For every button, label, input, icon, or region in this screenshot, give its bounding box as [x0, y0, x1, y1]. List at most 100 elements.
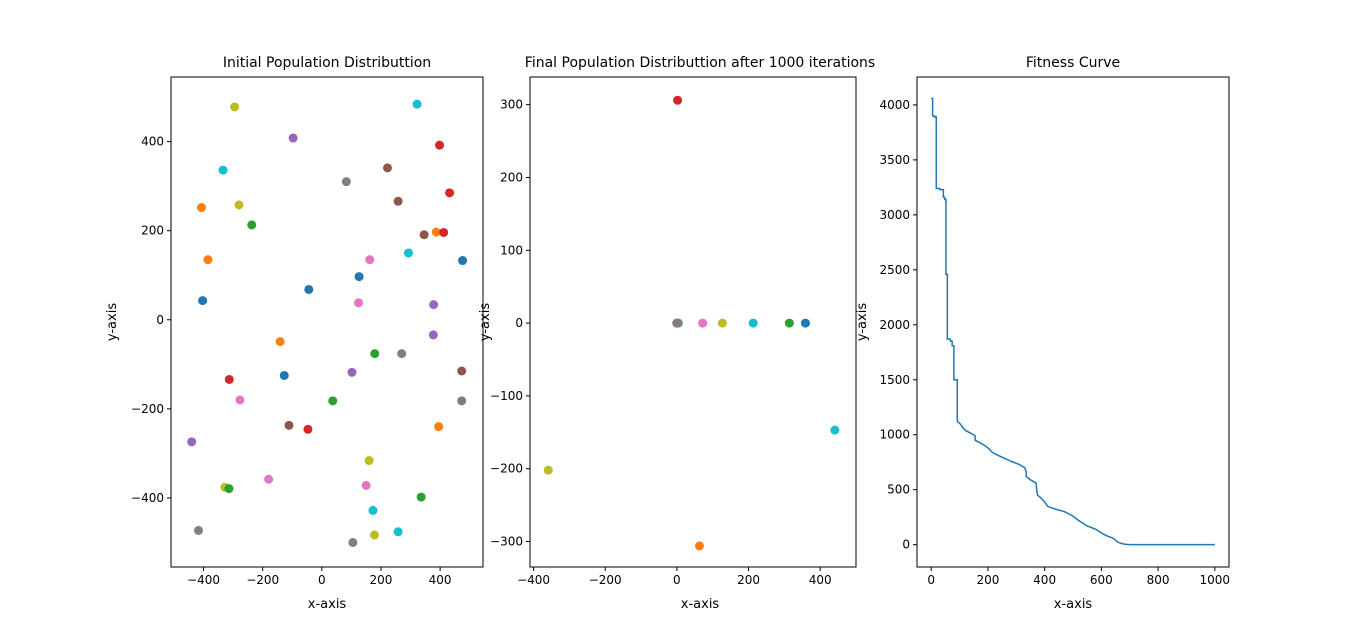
- y-tick-label: −400: [131, 491, 164, 505]
- data-point: [235, 395, 245, 405]
- ticks: −400 −200 0 200 400 −300 −200 −100 0 100 200 300: [490, 98, 832, 587]
- data-point: [673, 318, 683, 328]
- y-tick-label: 400: [141, 135, 164, 149]
- data-point: [403, 248, 413, 258]
- data-point: [369, 530, 379, 540]
- data-point: [830, 425, 840, 435]
- data-point: [328, 396, 338, 406]
- x-axis-label: x-axis: [681, 597, 720, 612]
- x-tick-label: −200: [589, 573, 622, 587]
- data-point: [203, 255, 213, 265]
- y-tick-label: 2500: [879, 263, 910, 277]
- data-point: [284, 420, 294, 430]
- plot-area: [916, 76, 1230, 568]
- y-tick-label: 4000: [879, 98, 910, 112]
- data-point: [187, 437, 197, 447]
- data-point: [354, 272, 364, 282]
- data-point: [393, 527, 403, 537]
- x-tick-label: 0: [927, 573, 935, 587]
- data-point: [304, 284, 314, 294]
- data-point: [457, 366, 467, 376]
- data-point: [431, 227, 441, 237]
- data-point: [416, 492, 426, 502]
- data-point: [303, 424, 313, 434]
- y-tick-label: 1000: [879, 428, 910, 442]
- data-point: [279, 370, 289, 380]
- y-tick-label: 2000: [879, 318, 910, 332]
- data-point: [717, 318, 727, 328]
- x-tick-label: 1000: [1200, 573, 1231, 587]
- y-axis-label: y-axis: [105, 303, 120, 341]
- data-point: [694, 541, 704, 551]
- data-point: [348, 538, 358, 547]
- y-tick-label: 3500: [879, 153, 910, 167]
- y-tick-label: 200: [500, 170, 523, 184]
- x-tick-label: 200: [370, 573, 393, 587]
- x-tick-label: 200: [737, 573, 760, 587]
- data-point: [439, 227, 449, 237]
- fitness-line: [931, 97, 1215, 546]
- x-tick-label: 800: [1147, 573, 1170, 587]
- y-tick-label: 200: [141, 224, 164, 238]
- data-point: [353, 298, 363, 308]
- x-tick-label: 400: [429, 573, 452, 587]
- ticks: 0 200 400 600 800 1000 0 500 1000 1500 2000 2500 300…: [879, 98, 1230, 587]
- data-point: [434, 422, 444, 432]
- data-point: [784, 318, 794, 328]
- data-point: [429, 300, 439, 310]
- chart-title: Fitness Curve: [1026, 55, 1120, 71]
- data-point: [365, 255, 375, 265]
- y-tick-label: −200: [131, 402, 164, 416]
- x-tick-label: −400: [517, 573, 550, 587]
- data-point: [275, 337, 285, 347]
- x-axis-label: x-axis: [1054, 597, 1093, 612]
- data-point: [397, 349, 407, 359]
- y-tick-label: −200: [490, 462, 523, 476]
- data-point: [347, 367, 357, 377]
- scatter-points: [187, 99, 468, 547]
- y-tick-label: 0: [156, 313, 164, 327]
- data-point: [748, 318, 758, 328]
- chart-title: Final Population Distributtion after 100…: [525, 55, 875, 71]
- data-point: [458, 256, 468, 266]
- data-point: [382, 163, 392, 173]
- data-point: [230, 102, 240, 112]
- plot-area: [170, 76, 484, 568]
- data-point: [800, 318, 810, 328]
- data-point: [224, 484, 234, 494]
- data-point: [673, 95, 683, 105]
- chart-title: Initial Population Distributtion: [223, 55, 431, 71]
- data-point: [224, 374, 234, 384]
- data-point: [247, 220, 257, 230]
- data-point: [361, 480, 371, 490]
- data-point: [198, 296, 208, 306]
- y-axis-label: y-axis: [478, 303, 493, 341]
- data-point: [370, 349, 380, 359]
- data-point: [419, 230, 429, 240]
- x-tick-label: 400: [809, 573, 832, 587]
- y-tick-label: −100: [490, 389, 523, 403]
- data-point: [435, 140, 445, 150]
- data-point: [445, 188, 455, 198]
- x-tick-label: −200: [246, 573, 279, 587]
- data-point: [234, 200, 244, 210]
- ticks: −400 −200 0 200 400 −400 −200 0 200 400: [131, 135, 452, 587]
- chart-initial-population: Initial Population Distributtion x-axis …: [105, 55, 484, 612]
- data-point: [457, 396, 467, 406]
- scatter-points: [543, 95, 840, 551]
- data-point: [341, 177, 351, 187]
- series-line: [931, 97, 1215, 546]
- y-tick-label: 300: [500, 98, 523, 112]
- x-tick-label: −400: [187, 573, 220, 587]
- data-point: [196, 203, 206, 213]
- y-tick-label: 0: [515, 316, 523, 330]
- x-tick-label: 0: [673, 573, 681, 587]
- x-tick-label: 600: [1090, 573, 1113, 587]
- x-tick-label: 0: [318, 573, 326, 587]
- data-point: [428, 330, 438, 340]
- data-point: [698, 318, 708, 328]
- chart-final-population: Final Population Distributtion after 100…: [478, 55, 875, 612]
- data-point: [288, 133, 298, 143]
- x-tick-label: 200: [976, 573, 999, 587]
